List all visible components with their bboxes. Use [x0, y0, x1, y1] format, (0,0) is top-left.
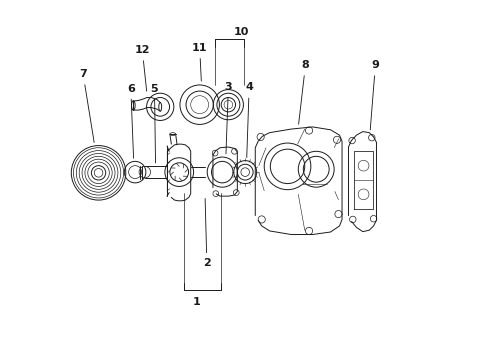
Text: 4: 4 — [244, 82, 253, 157]
Text: 9: 9 — [369, 60, 379, 130]
Text: 2: 2 — [203, 199, 210, 268]
Text: 8: 8 — [298, 60, 309, 124]
Text: 3: 3 — [224, 82, 232, 154]
Text: 7: 7 — [79, 69, 94, 143]
Text: 5: 5 — [150, 84, 158, 163]
Text: 12: 12 — [134, 45, 150, 91]
Text: 1: 1 — [192, 297, 200, 307]
Text: 10: 10 — [233, 27, 248, 37]
Text: 6: 6 — [126, 84, 135, 158]
Text: 11: 11 — [191, 43, 207, 81]
